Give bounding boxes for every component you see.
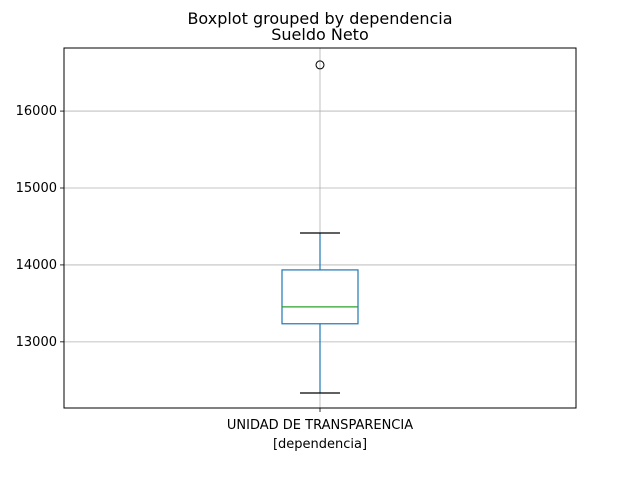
y-tick-label: 15000 <box>16 181 57 196</box>
plot-frame <box>63 47 577 409</box>
y-tick-label: 16000 <box>16 104 57 119</box>
plot-layer <box>281 60 359 394</box>
chart-suptitle: Boxplot grouped by dependencia <box>187 9 452 28</box>
x-tick-label: UNIDAD DE TRANSPARENCIA <box>227 418 413 433</box>
y-tick-label: 13000 <box>16 335 57 350</box>
axis-layer: 13000 14000 15000 16000 UNIDAD DE TRANSPAREN… <box>16 104 414 433</box>
chart-title: Sueldo Neto <box>271 25 369 44</box>
outlier-point <box>315 60 325 70</box>
y-tick-label: 14000 <box>16 258 57 273</box>
x-axis-label: [dependencia] <box>273 437 367 452</box>
iqr-box <box>281 269 359 325</box>
